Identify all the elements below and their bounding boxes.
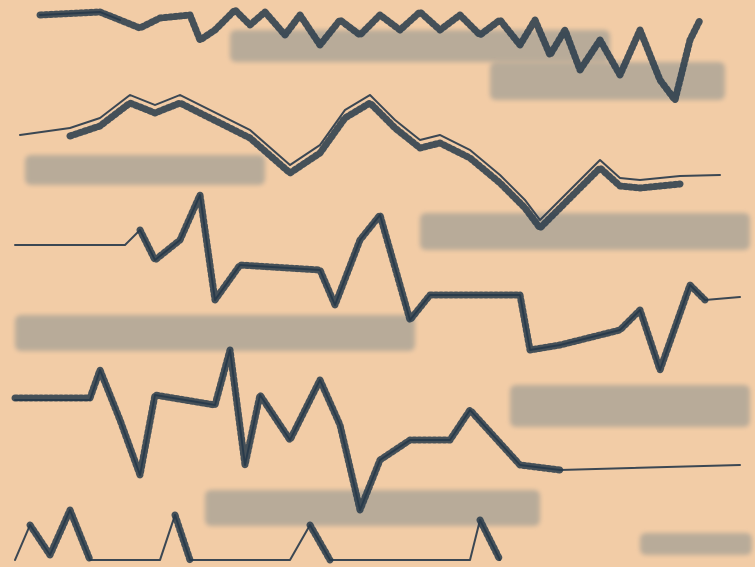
wash — [205, 490, 540, 526]
wash — [490, 62, 725, 100]
painting — [0, 0, 755, 567]
wash — [510, 385, 750, 427]
wash — [25, 155, 265, 185]
page: {} — [0, 0, 755, 567]
wash — [640, 533, 752, 555]
wash — [15, 315, 415, 351]
wash — [420, 213, 750, 250]
